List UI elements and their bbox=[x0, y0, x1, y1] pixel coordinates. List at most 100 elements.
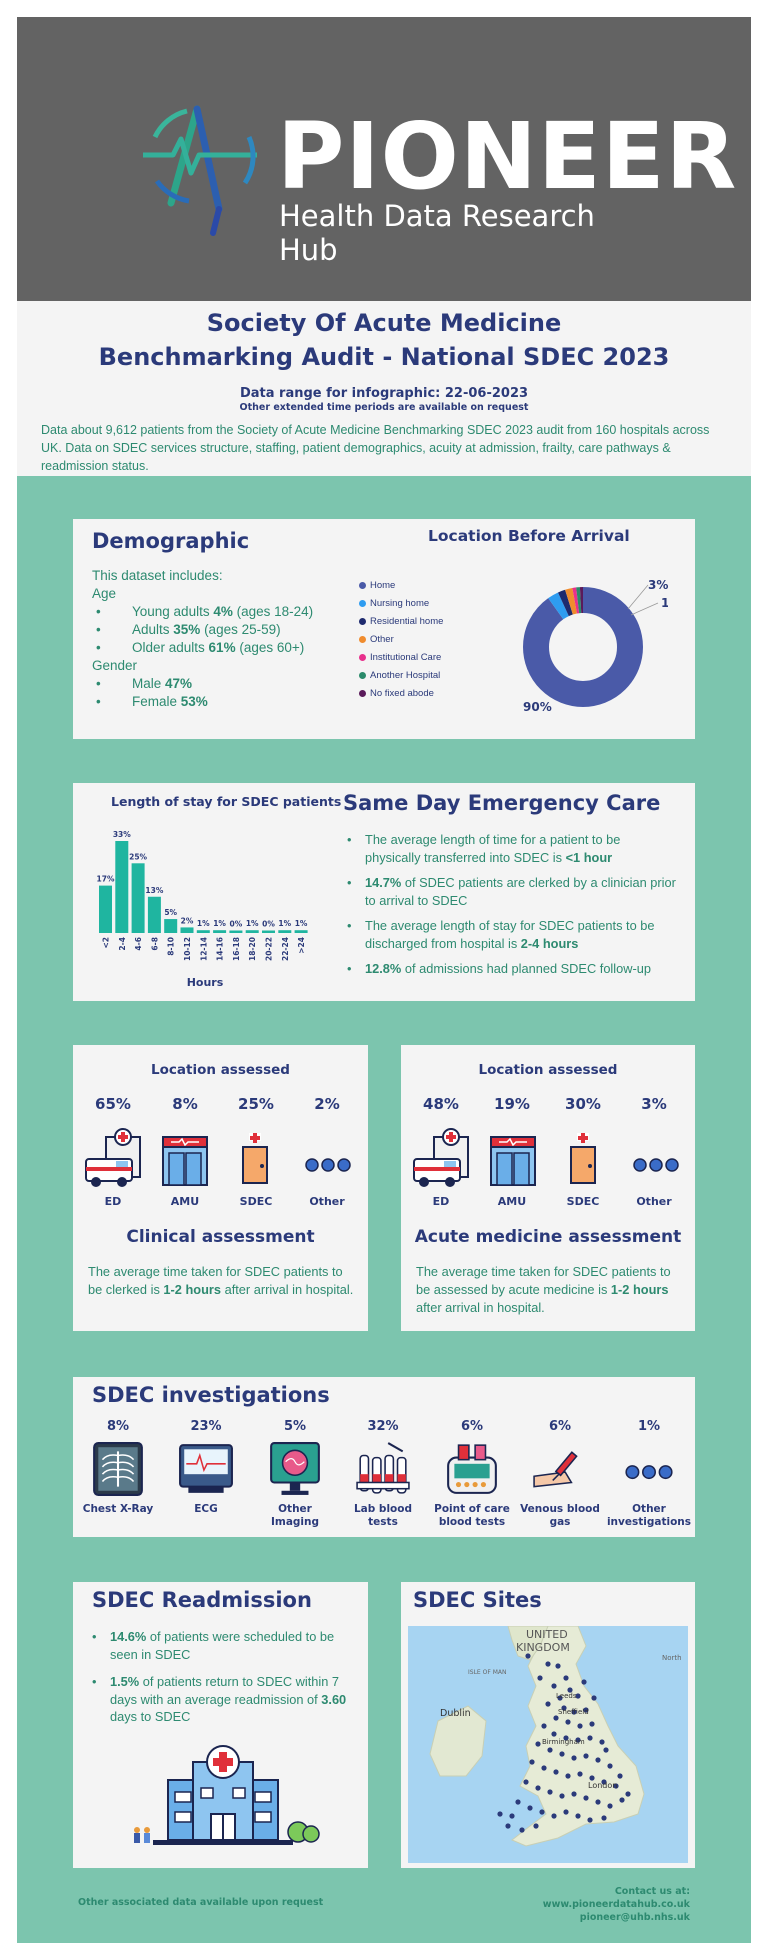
investigation-label: Point of care blood tests bbox=[427, 1503, 517, 1529]
investigation-label: ECG bbox=[161, 1503, 251, 1516]
map-label-north: North bbox=[662, 1654, 682, 1662]
age-item-adults: Adults 35% (ages 25-59) bbox=[92, 621, 352, 639]
legend-swatch bbox=[359, 617, 366, 625]
legend-label: Institutional Care bbox=[370, 652, 442, 663]
site-marker bbox=[535, 1785, 541, 1791]
ward-doors-icon bbox=[490, 1136, 536, 1186]
investigation-label-line2: blood tests bbox=[438, 1516, 506, 1528]
acute-label-sdec: SDEC bbox=[566, 1195, 600, 1208]
site-marker bbox=[535, 1741, 541, 1747]
site-marker bbox=[559, 1751, 565, 1757]
site-marker bbox=[541, 1723, 547, 1729]
contact-email-link[interactable]: pioneer@uhb.nhs.uk bbox=[579, 1912, 690, 1923]
bar bbox=[131, 863, 145, 933]
age-label: Age bbox=[92, 586, 117, 601]
footer-note: Other associated data available upon req… bbox=[78, 1897, 324, 1908]
donut-slice bbox=[523, 587, 643, 707]
site-marker bbox=[565, 1719, 571, 1725]
readmission-item-return: 1.5% of patients return to SDEC within 7… bbox=[88, 1673, 353, 1726]
site-marker bbox=[589, 1775, 595, 1781]
investigations-title: SDEC investigations bbox=[92, 1383, 330, 1407]
bar bbox=[294, 930, 308, 933]
site-marker bbox=[545, 1661, 551, 1667]
investigation-label-line2: investigations bbox=[606, 1516, 692, 1528]
x-tick-label: 18-20 bbox=[248, 937, 257, 961]
site-marker bbox=[571, 1709, 577, 1715]
investigation-icon bbox=[356, 1442, 410, 1494]
age-list: Young adults 4% (ages 18-24) Adults 35% … bbox=[92, 603, 352, 657]
site-marker bbox=[545, 1701, 551, 1707]
investigation-label-line2: gas bbox=[549, 1516, 571, 1528]
site-marker bbox=[589, 1721, 595, 1727]
site-marker bbox=[497, 1811, 503, 1817]
location-before-title: Location Before Arrival bbox=[428, 527, 630, 545]
site-marker bbox=[595, 1757, 601, 1763]
bar-value-label: 17% bbox=[97, 875, 115, 884]
site-marker bbox=[533, 1823, 539, 1829]
bar bbox=[164, 919, 178, 933]
site-marker bbox=[575, 1693, 581, 1699]
legend-swatch bbox=[359, 653, 366, 661]
acute-title: Acute medicine assessment bbox=[414, 1227, 682, 1247]
bar bbox=[147, 896, 161, 933]
clinical-pct-ed: 65% bbox=[95, 1095, 131, 1113]
legend-swatch bbox=[359, 671, 366, 679]
legend-label: Nursing home bbox=[370, 598, 430, 609]
site-marker bbox=[551, 1731, 557, 1737]
investigation-icon bbox=[270, 1442, 320, 1495]
pioneer-logo: PIONEER Health Data Research Hub bbox=[137, 97, 736, 267]
site-marker bbox=[591, 1695, 597, 1701]
acute-pct-amu: 19% bbox=[494, 1095, 530, 1113]
x-tick-label: 4-6 bbox=[134, 937, 143, 951]
legend-item: Residential home bbox=[359, 613, 443, 631]
site-marker bbox=[571, 1755, 577, 1761]
map-label-isle: ISLE OF MAN bbox=[468, 1669, 506, 1676]
x-tick-label: 22-24 bbox=[281, 937, 290, 961]
investigation-label: Lab blood tests bbox=[338, 1503, 428, 1529]
data-range-note: Other extended time periods are availabl… bbox=[239, 402, 529, 413]
hospital-illustration-icon bbox=[134, 1745, 320, 1845]
donut-label-other: 1% bbox=[661, 596, 668, 610]
gender-item-male: Male 47% bbox=[92, 675, 312, 693]
bar bbox=[115, 841, 129, 933]
investigation-label-line1: Lab blood bbox=[353, 1503, 412, 1515]
bar-value-label: 33% bbox=[113, 830, 131, 839]
investigation-pct: 23% bbox=[190, 1419, 222, 1434]
bar-value-label: 0% bbox=[230, 920, 243, 929]
site-marker bbox=[515, 1799, 521, 1805]
clinical-label-other: Other bbox=[309, 1195, 345, 1208]
legend-swatch bbox=[359, 581, 366, 589]
bar bbox=[213, 930, 227, 933]
donut-label-nursing: 3% bbox=[648, 578, 668, 592]
investigation-label-line1: Venous blood bbox=[520, 1503, 600, 1515]
gender-item-female: Female 53% bbox=[92, 693, 312, 711]
bar-value-label: 25% bbox=[129, 852, 147, 861]
clinical-text: The average time taken for SDEC patients… bbox=[88, 1264, 354, 1297]
readmission-title: SDEC Readmission bbox=[92, 1588, 312, 1612]
site-marker bbox=[617, 1773, 623, 1779]
bar bbox=[180, 927, 194, 933]
x-tick-label: 2-4 bbox=[118, 937, 127, 951]
header-banner: PIONEER Health Data Research Hub bbox=[17, 17, 751, 301]
los-bar-chart: 17% <2 33% 2-4 25% 4-6 13% 6-8 5% 8-10 2% 10-12 1% 12… bbox=[97, 830, 308, 989]
acute-location-title: Location assessed bbox=[478, 1062, 618, 1078]
investigation-label-line2: Imaging bbox=[270, 1516, 320, 1528]
site-marker bbox=[527, 1805, 533, 1811]
clinical-icons-svg bbox=[85, 1128, 351, 1187]
site-marker bbox=[555, 1663, 561, 1669]
acute-label-amu: AMU bbox=[497, 1195, 527, 1208]
legend-item: Institutional Care bbox=[359, 649, 443, 667]
legend-label: Home bbox=[370, 580, 396, 591]
site-marker bbox=[559, 1793, 565, 1799]
bar bbox=[196, 930, 210, 933]
contact-website-link[interactable]: www.pioneerdatahub.co.uk bbox=[542, 1899, 690, 1910]
site-marker bbox=[575, 1813, 581, 1819]
investigation-label: Other investigations bbox=[604, 1503, 694, 1529]
demographic-title: Demographic bbox=[92, 529, 250, 553]
investigation-label: Other Imaging bbox=[250, 1503, 340, 1529]
investigation-pct: 32% bbox=[367, 1419, 399, 1434]
legend-item: Another Hospital bbox=[359, 667, 443, 685]
bar-value-label: 1% bbox=[197, 919, 210, 928]
site-marker bbox=[571, 1791, 577, 1797]
site-marker bbox=[539, 1809, 545, 1815]
